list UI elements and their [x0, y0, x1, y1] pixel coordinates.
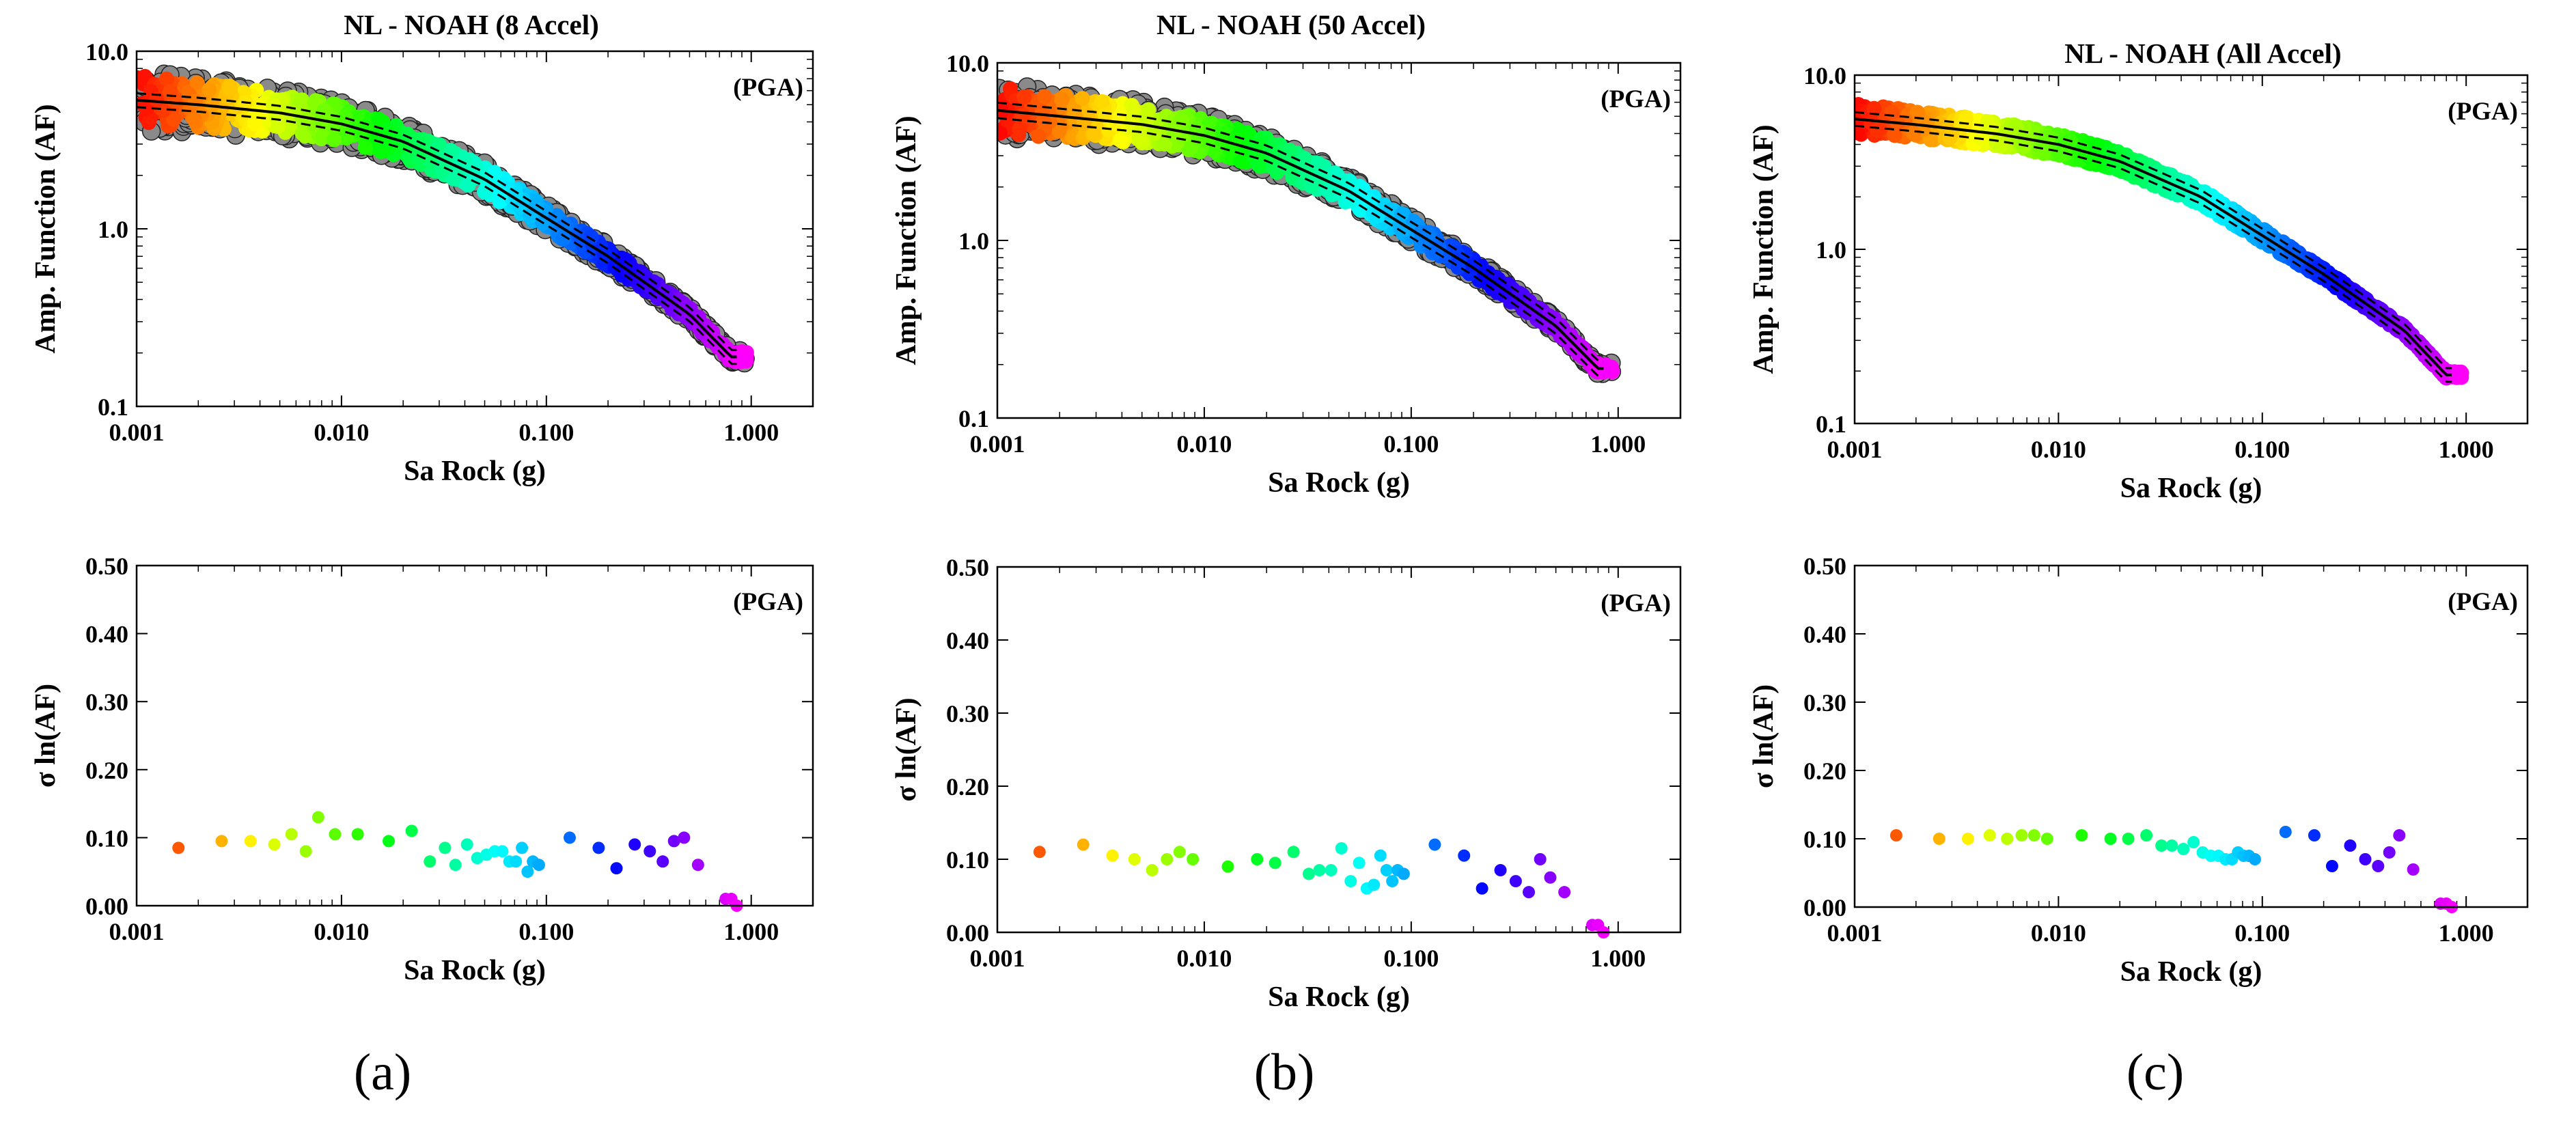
chart-2-point: [1054, 92, 1070, 107]
chart-1-point: [186, 111, 202, 127]
chart-3-x-tick-label: 0.010: [2031, 436, 2086, 463]
chart-1-point: [316, 102, 332, 118]
chart-1-point: [732, 352, 747, 368]
chart-3-y-axis-label: Amp. Function (AF): [1748, 124, 1779, 374]
chart-3-x-tick-label: 1.000: [2439, 436, 2494, 463]
chart-1-x-tick-label: 0.100: [518, 419, 574, 446]
chart-2-y-tick-label: 0.1: [958, 405, 989, 432]
chart-2-x-tick-label: 0.001: [970, 430, 1025, 458]
chart-1-y-tick-label: 10.0: [85, 38, 128, 66]
chart-1-x-tick-label: 1.000: [723, 419, 779, 446]
chart-1-point: [486, 165, 502, 180]
chart-1-annotation: (PGA): [733, 74, 803, 102]
chart-3-x-tick-label: 0.100: [2234, 436, 2290, 463]
chart-2-x-tick-label: 1.000: [1590, 430, 1646, 458]
chart-1-point: [223, 81, 238, 97]
chart-2-point: [1126, 101, 1141, 117]
chart-1-point: [357, 139, 373, 155]
chart-2-point: [1094, 94, 1110, 109]
chart-2-x-tick-label: 0.010: [1176, 430, 1232, 458]
chart-1-point: [326, 132, 342, 148]
chart-1-x-tick-label: 0.001: [109, 419, 165, 446]
chart-1-point: [460, 178, 476, 193]
chart-3-title: NL - NOAH (All Accel): [2064, 38, 2341, 69]
chart-2-point: [1037, 89, 1053, 105]
chart-3-y-tick-label: 1.0: [1816, 236, 1846, 264]
chart-1-y-axis-label: Amp. Function (AF): [30, 104, 61, 353]
chart-1-title: NL - NOAH (8 Accel): [344, 9, 598, 40]
chart-2-annotation: (PGA): [1601, 85, 1671, 113]
chart-2-y-axis-label: Amp. Function (AF): [891, 115, 922, 365]
chart-1-y-tick-label: 1.0: [98, 216, 128, 243]
chart-3-x-axis-label: Sa Rock (g): [2120, 473, 2262, 504]
chart-2-point: [1012, 121, 1027, 137]
chart-1-point: [158, 71, 174, 87]
chart-1-point: [443, 145, 459, 161]
chart-2-point: [1174, 112, 1189, 128]
chart-2-y-tick-label: 1.0: [958, 227, 989, 255]
chart-3-annotation: (PGA): [2448, 98, 2518, 126]
chart-1-y-tick-label: 0.1: [98, 393, 128, 421]
chart-2-title: NL - NOAH (50 Accel): [1157, 9, 1426, 40]
chart-1-x-axis-label: Sa Rock (g): [404, 456, 546, 487]
chart-1-point: [374, 143, 390, 159]
chart-2-x-axis-label: Sa Rock (g): [1268, 467, 1410, 499]
chart-1-point: [202, 82, 217, 98]
chart-3-y-tick-label: 0.1: [1816, 411, 1846, 438]
chart-2-point: [1075, 90, 1090, 106]
chart-2-point: [1016, 89, 1031, 105]
chart-2-y-tick-label: 10.0: [946, 50, 989, 77]
chart-2-point: [1031, 128, 1047, 144]
chart-1-point: [294, 92, 309, 108]
chart-3-y-tick-label: 10.0: [1803, 62, 1846, 89]
chart-1-point: [371, 111, 387, 127]
chart-2-point: [997, 125, 1008, 141]
chart-2-x-tick-label: 0.100: [1383, 430, 1439, 458]
chart-3-x-tick-label: 0.001: [1827, 436, 1883, 463]
chart-1-x-tick-label: 0.010: [314, 419, 369, 446]
